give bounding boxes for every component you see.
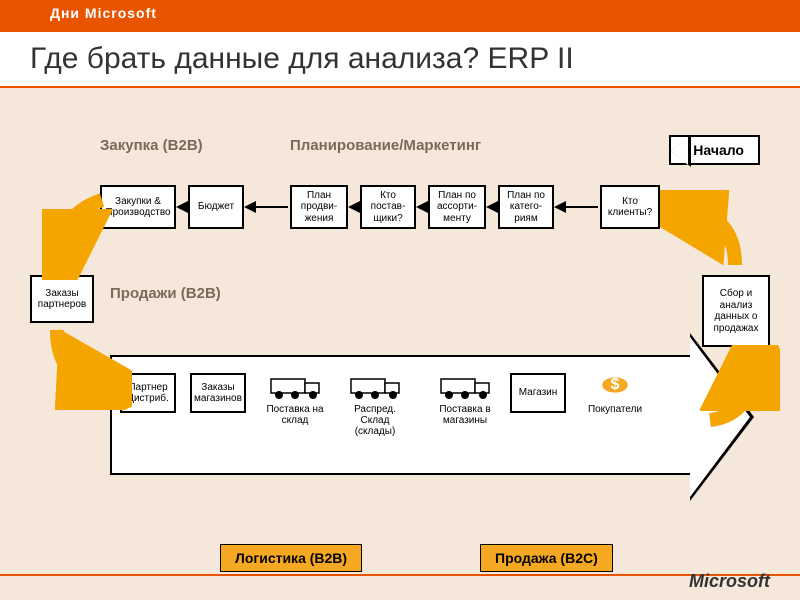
start-label: Начало <box>693 142 744 158</box>
pipe-box-1: Заказы магазинов <box>190 373 246 413</box>
truck-icon <box>435 373 495 401</box>
brand-label: Дни Microsoft <box>50 5 157 21</box>
btn-logistics-label: Логистика (B2B) <box>235 550 347 566</box>
pipe-item-2: Поставка на склад <box>260 373 330 426</box>
pipe-label-2: Поставка на склад <box>260 404 330 426</box>
pipe-label-3: Распред. Склад (склады) <box>340 404 410 437</box>
pipe-item-3: Распред. Склад (склады) <box>340 373 410 437</box>
label-purchase: Закупка (B2B) <box>100 137 203 154</box>
arrow-partners-to-pipe <box>42 320 132 410</box>
microsoft-logo: Microsoft <box>689 571 770 592</box>
pipe-item-5: Магазин <box>510 373 570 413</box>
pipe-label-6: Покупатели <box>580 404 650 415</box>
label-analysis: Сбор и анализ данных о продажах <box>706 288 766 334</box>
label-planning: Планирование/Маркетинг <box>290 137 481 154</box>
pipe-item-1: Заказы магазинов <box>190 373 250 413</box>
arrow-analysis-to-clients <box>660 190 760 280</box>
arrow-pipe-to-analysis <box>700 345 780 435</box>
pipe-label-4: Поставка в магазины <box>430 404 500 426</box>
diagram-canvas: Закупка (B2B) Планирование/Маркетинг Про… <box>0 95 800 600</box>
title-area: Где брать данные для анализа? ERP II <box>0 30 800 88</box>
arrow-to-partners <box>42 190 122 280</box>
truck-icon <box>345 373 405 401</box>
footer-divider <box>0 574 800 576</box>
pipe-box-5: Магазин <box>510 373 566 413</box>
eye-dollar-icon: $ <box>590 370 640 400</box>
truck-icon <box>265 373 325 401</box>
label-sales: Продажи (B2B) <box>110 285 221 302</box>
btn-logistics: Логистика (B2B) <box>220 544 362 572</box>
pipe-item-6: $ Покупатели <box>580 370 650 415</box>
slide-title: Где брать данные для анализа? ERP II <box>30 42 770 76</box>
header-bar: Дни Microsoft <box>0 0 800 30</box>
btn-retail: Продажа (B2C) <box>480 544 613 572</box>
pipe-item-4: Поставка в магазины <box>430 373 500 426</box>
btn-retail-label: Продажа (B2C) <box>495 550 598 566</box>
box-partners-orders: Заказы партнеров <box>30 275 94 323</box>
label-partners-orders: Заказы партнеров <box>34 288 90 311</box>
start-arrow: Начало <box>669 135 760 165</box>
